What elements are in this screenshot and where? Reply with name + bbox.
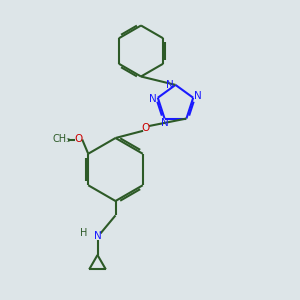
Text: O: O [74,134,83,145]
Text: O: O [141,123,150,134]
Text: N: N [94,231,101,242]
Text: N: N [194,91,202,101]
Text: N: N [161,118,169,128]
Text: N: N [148,94,156,104]
Text: H: H [80,227,87,238]
Text: CH₃: CH₃ [52,134,70,145]
Text: N: N [166,80,174,90]
